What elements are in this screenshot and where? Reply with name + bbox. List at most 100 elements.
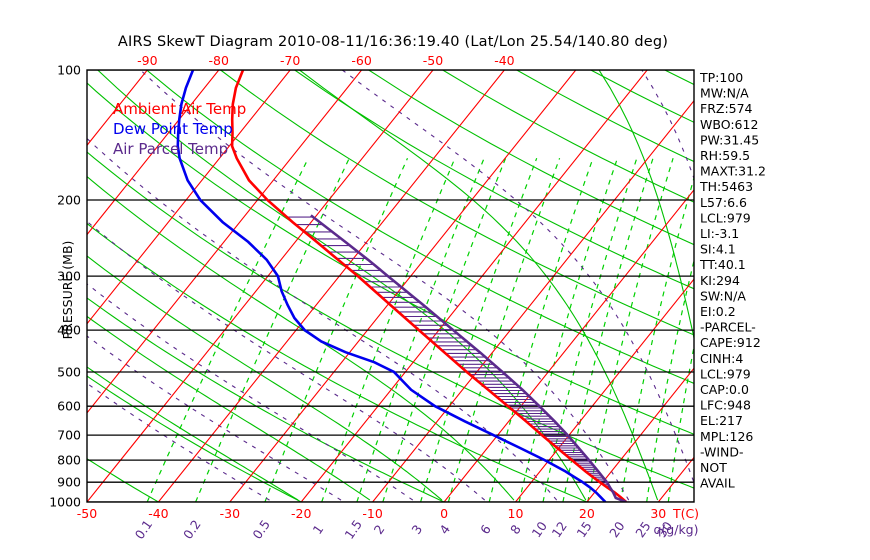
sidebar-param-26: AVAIL: [700, 476, 735, 491]
dry-adiabat-lines: [87, 70, 694, 502]
bottom-temp-tick: -30: [220, 506, 240, 521]
plot-frame: [86, 69, 695, 503]
saturated-adiabat-line: [87, 335, 342, 501]
sidebar-param-6: MAXT:31.2: [700, 164, 766, 179]
legend-item-2: Air Parcel Temp: [113, 140, 228, 158]
saturated-adiabat-line: [139, 70, 630, 501]
saturated-adiabat-line: [87, 137, 558, 501]
dry-adiabat-line: [87, 375, 302, 502]
pressure-tick: 500: [57, 364, 81, 379]
sidebar-param-17: CAPE:912: [700, 335, 761, 350]
mixing-ratio-tick: 10: [529, 519, 550, 541]
moist-adiabat-line: [87, 175, 515, 501]
sidebar-param-25: NOT: [700, 460, 727, 475]
dry-adiabat-line: [87, 458, 159, 502]
dry-adiabat-line: [294, 70, 694, 290]
sounding-curve-dew-point-temp: [176, 70, 607, 502]
isotherm-line: [87, 70, 434, 502]
sidebar-param-0: TP:100: [699, 70, 743, 85]
pressure-tick: 200: [57, 193, 81, 208]
moist-adiabat-line: [87, 255, 443, 501]
sidebar-param-19: LCL:979: [700, 366, 751, 381]
bottom-temperature-tick-labels: -50 -40 -30 -20 -10 0 10 20 30: [77, 506, 667, 521]
mixing-ratio-line: [667, 344, 694, 502]
legend-item-1: Dew Point Temp: [113, 120, 233, 138]
saturated-adiabat-lines: [87, 70, 694, 501]
sidebar-param-22: EL:217: [700, 413, 743, 428]
isotherm-line: [87, 70, 220, 236]
sidebar-param-10: LI:-3.1: [700, 226, 739, 241]
moist-adiabat-lines: [87, 70, 694, 501]
top-temp-tick: -70: [280, 53, 300, 68]
mixing-ratio-tick: 15: [573, 519, 594, 541]
isotherm-line: [443, 189, 694, 502]
sounding-curves: [176, 70, 628, 502]
isotherm-line: [87, 70, 148, 147]
mixing-ratio-tick: 20: [606, 519, 627, 541]
dry-adiabat-line: [146, 70, 694, 384]
sounding-curve-ambient-air-temp: [230, 70, 628, 502]
sidebar-param-23: MPL:126: [700, 429, 753, 444]
sidebar-parameters: TP:100MW:N/AFRZ:574WBO:612PW:31.45RH:59.…: [699, 70, 766, 491]
saturated-adiabat-line: [87, 382, 270, 501]
isobar-lines: [87, 70, 694, 502]
sidebar-param-7: TH:5463: [699, 179, 753, 194]
mixing-ratio-line: [146, 157, 309, 502]
isotherm-line: [87, 70, 363, 414]
dry-adiabat-line: [87, 297, 445, 502]
pressure-tick: 800: [57, 453, 81, 468]
mixing-ratio-tick: 30: [654, 519, 675, 541]
bottom-temp-tick: 30: [650, 506, 666, 521]
pressure-tick: 300: [57, 269, 81, 284]
bottom-temp-tick: 20: [579, 506, 595, 521]
bottom-temp-tick: -40: [148, 506, 168, 521]
mixing-ratio-tick: 12: [549, 519, 570, 541]
top-temp-tick: -50: [423, 53, 443, 68]
page-title: AIRS SkewT Diagram 2010-08-11/16:36:19.4…: [118, 34, 668, 50]
dry-adiabat-line: [87, 222, 588, 502]
sidebar-param-20: CAP:0.0: [700, 382, 749, 397]
dry-adiabat-line: [220, 70, 694, 336]
sidebar-param-2: FRZ:574: [700, 101, 753, 116]
sidebar-param-12: TT:40.1: [699, 257, 746, 272]
top-temp-tick: -40: [494, 53, 514, 68]
top-temperature-tick-labels: -90 -80 -70 -60 -50 -40: [137, 53, 515, 68]
pressure-tick: 700: [57, 428, 81, 443]
sidebar-param-15: EI:0.2: [700, 304, 736, 319]
pressure-tick: 400: [57, 323, 81, 338]
top-temp-tick: -60: [351, 53, 371, 68]
bottom-temp-tick: 10: [508, 506, 524, 521]
pressure-tick: 900: [57, 475, 81, 490]
sidebar-param-11: SI:4.1: [700, 242, 736, 257]
bottom-temp-tick: -50: [77, 506, 97, 521]
dry-adiabat-line: [87, 151, 694, 489]
isotherm-line: [372, 99, 694, 502]
sidebar-param-8: L57:6.6: [700, 195, 747, 210]
sidebar-param-13: KI:294: [700, 273, 740, 288]
sidebar-param-16: -PARCEL-: [700, 320, 756, 335]
dry-adiabat-line: [368, 70, 694, 246]
x-axis-title-temperature: T(C): [672, 506, 699, 521]
saturated-adiabat-line: [87, 283, 414, 501]
pressure-tick: 600: [57, 399, 81, 414]
dry-adiabat-line: [87, 82, 694, 435]
bottom-temp-tick: -20: [291, 506, 311, 521]
pressure-tick-labels: 100 200 300 400 500 600 700 800 900 1000: [49, 63, 81, 510]
bottom-temp-tick: 0: [440, 506, 448, 521]
moist-adiabat-line: [96, 70, 587, 501]
sounding-curve-air-parcel-temp: [310, 214, 627, 502]
isotherm-line: [586, 367, 694, 502]
top-temp-tick: -90: [137, 53, 157, 68]
pressure-tick: 1000: [49, 495, 81, 510]
legend-item-0: Ambient Air Temp: [113, 100, 246, 118]
bottom-temp-tick: -10: [362, 506, 382, 521]
sidebar-param-14: SW:N/A: [700, 288, 746, 303]
moist-adiabat-line: [87, 366, 299, 501]
sidebar-param-1: MW:N/A: [700, 86, 749, 101]
pressure-tick: 100: [57, 63, 81, 78]
y-axis-title: PRESSURE (MB): [60, 241, 75, 340]
sidebar-param-18: CINH:4: [700, 351, 743, 366]
sidebar-param-3: WBO:612: [700, 117, 758, 132]
